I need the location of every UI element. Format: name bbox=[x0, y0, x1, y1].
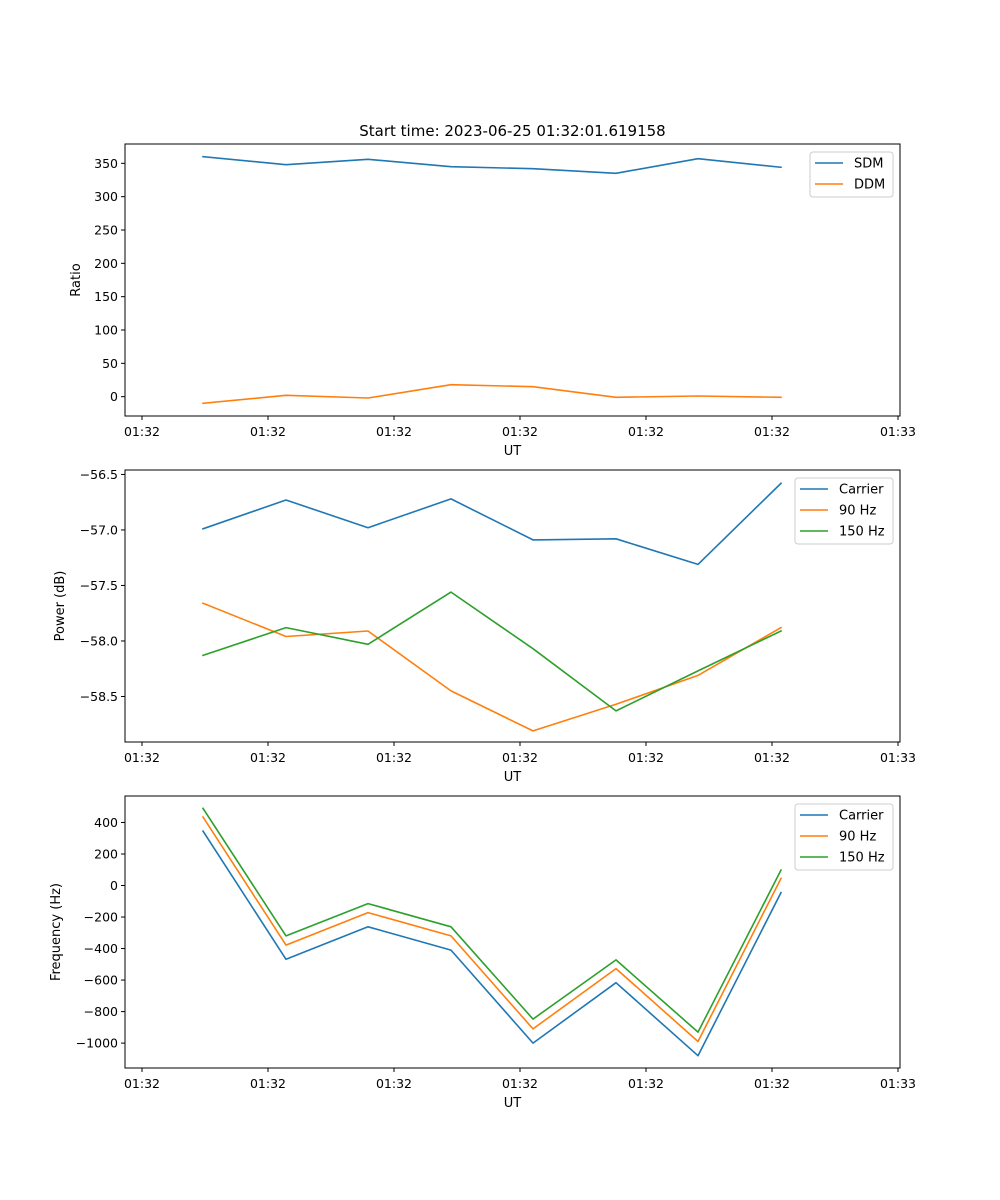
y-tick-label: 400 bbox=[94, 815, 118, 830]
legend-label: Carrier bbox=[839, 809, 884, 824]
x-tick-label: 01:32 bbox=[628, 1076, 664, 1091]
y-tick-label: −200 bbox=[84, 910, 118, 925]
legend: SDM DDM bbox=[809, 151, 894, 198]
x-tick-label: 01:32 bbox=[754, 1076, 790, 1091]
legend-label: SDM bbox=[854, 157, 883, 172]
subplot-1: 0 50 100 150 200 250 300 350 01:32 01:32 01:32 01:3… bbox=[69, 143, 916, 459]
x-tick-label: 01:32 bbox=[502, 750, 538, 765]
y-tick-label: −58.5 bbox=[80, 689, 118, 704]
y-axis-label: Frequency (Hz) bbox=[49, 883, 64, 981]
series-line-150-hz bbox=[201, 807, 783, 1033]
legend: Carrier 90 Hz 150 Hz bbox=[794, 803, 894, 871]
plot-frame bbox=[124, 143, 901, 417]
y-tick-label: −600 bbox=[84, 973, 118, 988]
y-tick-label: 0 bbox=[110, 389, 118, 404]
legend-box bbox=[794, 477, 894, 545]
y-tick-label: 100 bbox=[94, 323, 118, 338]
x-tick-label: 01:32 bbox=[250, 1076, 286, 1091]
series-line-ddm bbox=[202, 383, 782, 405]
y-tick-label: 300 bbox=[94, 189, 118, 204]
x-tick-label: 01:32 bbox=[376, 1076, 412, 1091]
subplot-2: −58.5 −58.0 −57.5 −57.0 −56.5 01:32 01:32 01:32… bbox=[53, 467, 916, 785]
x-tick-label: 01:32 bbox=[124, 1076, 160, 1091]
x-tick-label: 01:32 bbox=[376, 424, 412, 439]
y-tick-label: 0 bbox=[110, 878, 118, 893]
y-tick-label: 200 bbox=[94, 256, 118, 271]
y-tick-label: −58.0 bbox=[80, 633, 118, 648]
x-tick-label: 01:33 bbox=[880, 750, 916, 765]
x-tick-label: 01:32 bbox=[502, 1076, 538, 1091]
y-tick-label: 250 bbox=[94, 223, 118, 238]
y-tick-label: 350 bbox=[94, 156, 118, 171]
x-tick-label: 01:32 bbox=[124, 424, 160, 439]
x-tick-label: 01:33 bbox=[880, 1076, 916, 1091]
y-tick-label: −800 bbox=[84, 1004, 118, 1019]
y-tick-label: −57.5 bbox=[80, 578, 118, 593]
series-line-carrier bbox=[201, 829, 783, 1057]
legend-label: 90 Hz bbox=[839, 504, 876, 519]
y-tick-label: −1000 bbox=[76, 1036, 118, 1051]
x-tick-label: 01:32 bbox=[502, 424, 538, 439]
x-tick-label: 01:32 bbox=[628, 750, 664, 765]
y-tick-label: −400 bbox=[84, 941, 118, 956]
legend-box bbox=[794, 803, 894, 871]
plot-frame bbox=[124, 795, 901, 1069]
legend-label: Carrier bbox=[839, 483, 884, 498]
x-tick-label: 01:32 bbox=[124, 750, 160, 765]
x-tick-label: 01:32 bbox=[628, 424, 664, 439]
x-tick-label: 01:32 bbox=[376, 750, 412, 765]
chart-title: Start time: 2023-06-25 01:32:01.619158 bbox=[359, 122, 665, 140]
x-tick-label: 01:32 bbox=[754, 424, 790, 439]
plot-frame bbox=[124, 469, 901, 743]
series-line-90-hz bbox=[201, 815, 783, 1043]
legend-label: 150 Hz bbox=[839, 525, 885, 540]
y-tick-label: 50 bbox=[102, 356, 118, 371]
series-line-90-hz bbox=[201, 602, 783, 732]
x-axis-label: UT bbox=[504, 770, 522, 785]
y-tick-label: 200 bbox=[94, 846, 118, 861]
series-line-carrier bbox=[201, 482, 783, 566]
legend-label: DDM bbox=[854, 178, 885, 193]
y-tick-label: −57.0 bbox=[80, 522, 118, 537]
x-axis-label: UT bbox=[504, 1096, 522, 1111]
x-tick-label: 01:32 bbox=[250, 750, 286, 765]
x-tick-label: 01:33 bbox=[880, 424, 916, 439]
y-tick-label: 150 bbox=[94, 289, 118, 304]
y-axis-label: Ratio bbox=[69, 263, 84, 296]
x-tick-label: 01:32 bbox=[250, 424, 286, 439]
legend-label: 150 Hz bbox=[839, 851, 885, 866]
y-tick-label: −56.5 bbox=[80, 467, 118, 482]
y-axis-label: Power (dB) bbox=[53, 571, 68, 642]
series-line-sdm bbox=[202, 155, 782, 175]
legend-label: 90 Hz bbox=[839, 830, 876, 845]
series-line-150-hz bbox=[201, 591, 783, 712]
x-axis-label: UT bbox=[504, 444, 522, 459]
subplot-3: −1000 −800 −600 −400 −200 0 200 400 01:32 01:32 01… bbox=[49, 795, 916, 1111]
x-tick-label: 01:32 bbox=[754, 750, 790, 765]
legend: Carrier 90 Hz 150 Hz bbox=[794, 477, 894, 545]
